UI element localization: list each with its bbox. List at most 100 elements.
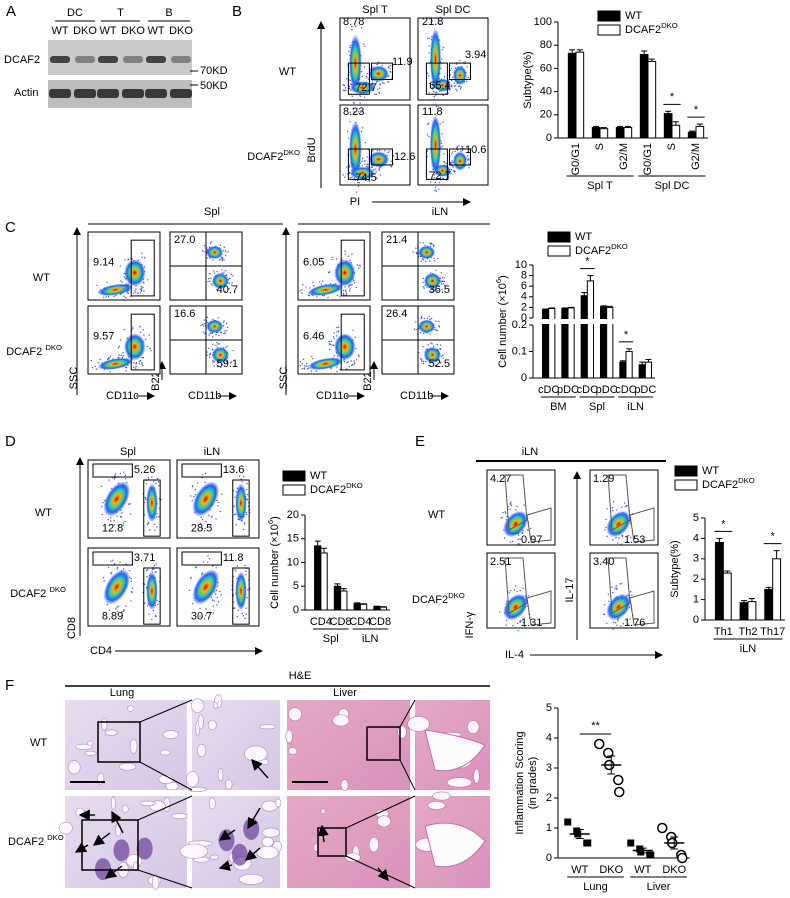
flow-event <box>449 88 451 90</box>
flow-event <box>130 577 132 580</box>
y-tick-label: 3 <box>693 553 699 565</box>
group-label: BM <box>550 401 567 413</box>
flow-event <box>423 287 425 289</box>
flow-event <box>139 331 142 334</box>
bar <box>359 603 368 611</box>
flow-event <box>363 43 365 45</box>
flow-event <box>153 564 156 567</box>
flow-event <box>351 95 353 98</box>
group-label: Spl DC <box>655 180 690 192</box>
flow-event <box>223 332 225 335</box>
tissue-space <box>197 743 207 758</box>
gate-value: 8.78 <box>343 16 364 28</box>
flow-event <box>120 354 123 357</box>
flow-event <box>226 362 229 364</box>
row-label-part: DCAF2 <box>247 151 283 163</box>
flow-plot <box>87 459 171 539</box>
flow-event <box>193 495 195 498</box>
y-tick-label: 4 <box>546 732 552 744</box>
flow-event <box>117 605 119 607</box>
tissue-space <box>58 821 73 835</box>
zoom-line <box>399 699 416 728</box>
flow-event <box>431 243 433 246</box>
flow-event <box>360 130 363 133</box>
flow-event <box>442 280 444 283</box>
y-tick-label: 15 <box>287 533 299 545</box>
flow-event <box>301 292 303 294</box>
flow-event <box>357 165 359 167</box>
flow-event <box>422 242 424 244</box>
flow-event <box>415 329 418 331</box>
tissue-space <box>262 827 280 838</box>
flow-event <box>344 87 347 89</box>
flow-event <box>118 354 120 356</box>
band <box>122 89 144 98</box>
flow-event <box>429 86 432 89</box>
density <box>97 283 134 297</box>
column-label: Spl <box>120 446 136 458</box>
flow-event <box>299 364 302 367</box>
flow-event <box>351 26 353 28</box>
density <box>334 259 356 287</box>
flow-event <box>358 182 360 184</box>
flow-event <box>124 520 126 523</box>
flow-event <box>501 517 504 519</box>
flow-event <box>438 181 440 184</box>
y-tick-label: 2 <box>546 792 552 804</box>
flow-event <box>148 334 150 336</box>
flow-event <box>205 608 207 610</box>
flow-event <box>616 587 618 589</box>
bar <box>599 128 609 139</box>
flow-event <box>435 190 437 192</box>
y-axis-label-part: 6 <box>266 520 275 524</box>
bar <box>379 606 387 611</box>
density <box>146 571 158 611</box>
flow-event <box>116 515 118 518</box>
flow-event <box>627 623 629 625</box>
flow-event <box>227 251 229 253</box>
flow-event <box>190 576 192 579</box>
legend-label-part: DKO <box>738 476 755 485</box>
gate-value: 26.4 <box>386 308 407 320</box>
flow-event <box>343 361 346 363</box>
flow-event <box>232 607 235 610</box>
x-tick-label: WT <box>634 864 651 876</box>
flow-event <box>207 347 210 349</box>
tissue-space <box>197 714 204 730</box>
flow-event <box>358 354 360 357</box>
flow-event <box>203 244 206 247</box>
flow-event <box>107 295 110 298</box>
flow-event <box>429 242 431 244</box>
data-point <box>637 848 645 856</box>
flow-event <box>142 365 144 367</box>
flow-event <box>467 76 469 79</box>
flow-event <box>116 568 118 570</box>
bar <box>638 364 646 379</box>
axis-break <box>528 319 655 324</box>
flow-event <box>517 629 519 632</box>
axis-label: CD11c <box>316 390 349 402</box>
flow-event <box>436 343 439 346</box>
flow-event <box>615 621 617 624</box>
flow-event <box>370 166 372 168</box>
zoom-box <box>97 721 141 763</box>
flow-event <box>529 527 532 530</box>
flow-event <box>242 476 245 478</box>
flow-event <box>301 368 303 370</box>
bar <box>340 590 348 611</box>
flow-event <box>127 258 130 261</box>
zoom-line <box>139 761 193 791</box>
axis-label: IL-17 <box>564 577 576 602</box>
flow-event <box>442 46 445 49</box>
flow-event <box>467 157 470 160</box>
legend-label: DCAF2DKO <box>575 242 628 257</box>
panel-label: C <box>5 219 16 236</box>
flow-event <box>344 286 346 288</box>
flow-event <box>210 277 212 279</box>
tissue-space <box>288 747 298 755</box>
flow-event <box>153 568 155 570</box>
y-tick-label: 0 <box>521 312 527 324</box>
flow-event <box>310 370 313 372</box>
arrow <box>244 847 261 861</box>
lane-label: DKO <box>121 25 145 37</box>
